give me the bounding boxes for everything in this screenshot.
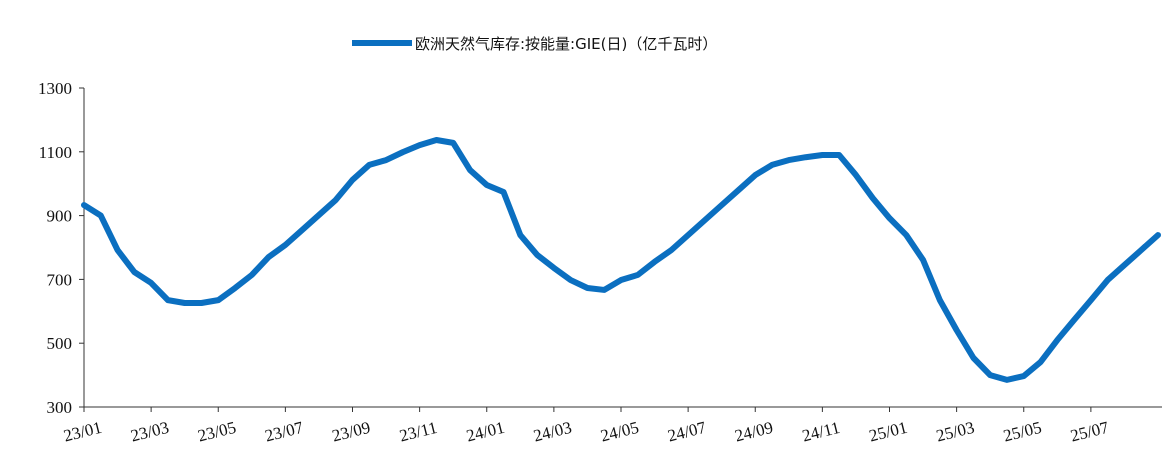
y-tick-label: 1100 xyxy=(39,143,72,162)
x-tick-label: 24/03 xyxy=(531,418,573,446)
x-tick-label: 25/05 xyxy=(1001,418,1043,446)
x-tick-label: 24/11 xyxy=(800,418,842,446)
x-tick-label: 23/05 xyxy=(196,418,238,446)
legend-label: 欧洲天然气库存:按能量:GIE(日)（亿千瓦时） xyxy=(415,35,717,53)
x-tick-label: 23/01 xyxy=(62,418,104,446)
x-tick-label: 23/07 xyxy=(263,418,306,446)
x-tick-label: 24/01 xyxy=(464,418,506,446)
y-tick-label: 300 xyxy=(47,398,73,417)
x-tick-label: 23/03 xyxy=(129,418,171,446)
x-tick-label: 25/07 xyxy=(1068,418,1111,446)
x-tick-label: 25/03 xyxy=(934,418,976,446)
x-tick-label: 23/09 xyxy=(330,418,372,446)
x-tick-label: 24/07 xyxy=(666,418,709,446)
y-tick-label: 700 xyxy=(47,270,73,289)
x-tick-label: 23/11 xyxy=(398,418,440,446)
y-tick-label: 500 xyxy=(47,334,73,353)
x-tick-label: 24/09 xyxy=(733,418,775,446)
y-tick-label: 1300 xyxy=(38,79,72,98)
series-line xyxy=(81,136,1161,383)
x-tick-label: 24/05 xyxy=(599,418,641,446)
x-tick-label: 25/01 xyxy=(867,418,909,446)
y-tick-label: 900 xyxy=(47,207,73,226)
